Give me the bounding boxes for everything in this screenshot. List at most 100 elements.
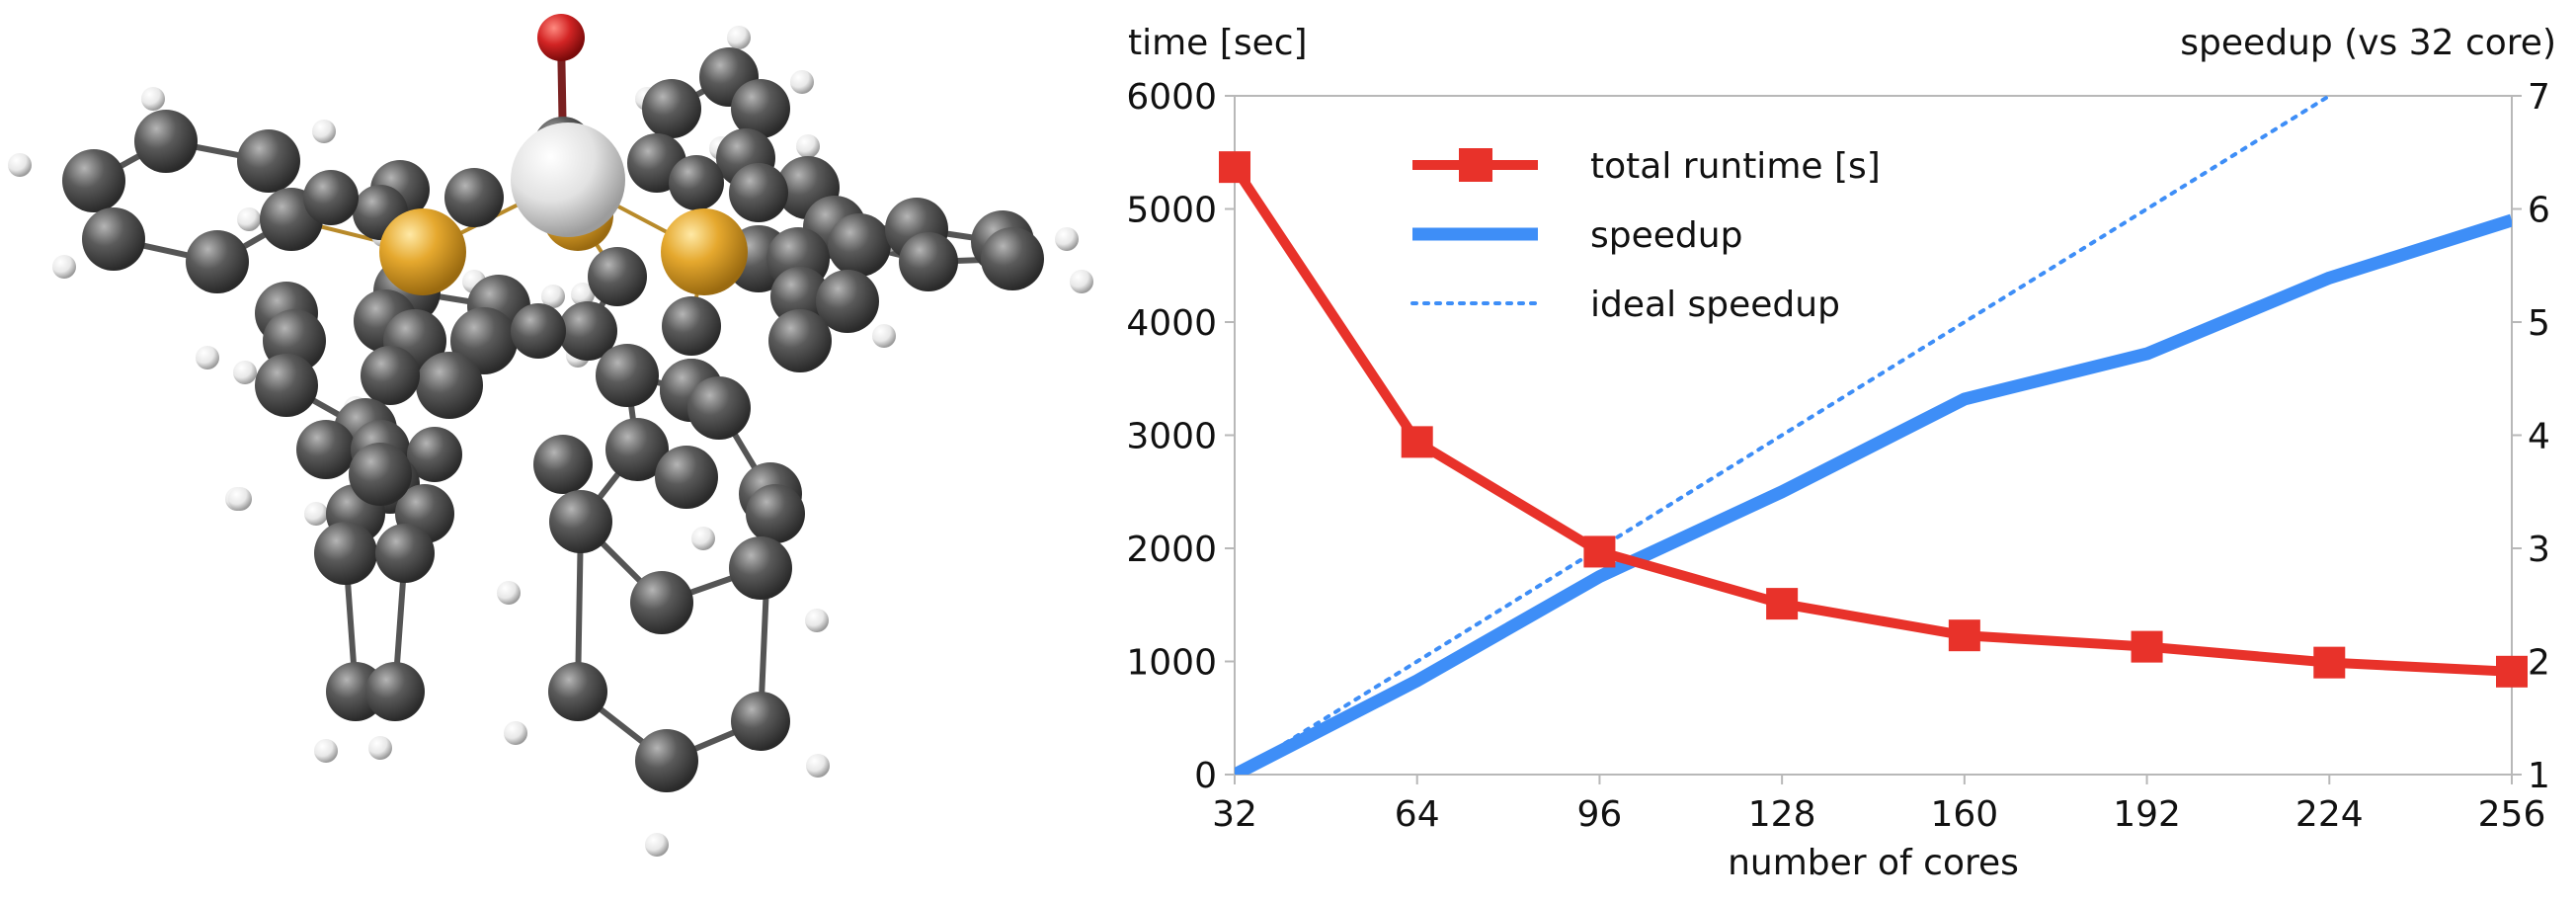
carbon-atom [365,662,425,721]
carbon-atom [828,213,891,277]
hydrogen-atom [497,581,521,605]
hydrogen-atom [141,87,165,111]
carbon-atom [237,129,300,193]
hydrogen-atom [504,721,527,745]
carbon-atom [729,163,788,222]
series-line-total-runtime-s [1235,164,2512,677]
x-tick-label: 224 [2295,794,2364,835]
carbon-atom [981,227,1044,290]
left-axis-label: time [sec] [1128,23,1308,63]
carbon-atom [558,301,617,361]
right-tick-label: 2 [2528,643,2550,684]
right-tick-label: 1 [2528,756,2550,796]
left-tick-label: 5000 [1126,191,1217,231]
hydrogen-atom [805,609,829,632]
carbon-atom [768,309,832,372]
carbon-atom [416,352,483,419]
hydrogen-atom [233,361,257,384]
chart: 0 1000 2000 3000 4000 5000 6000 1 2 3 4 5 6 7 32 64 96… [1126,23,2556,883]
hydrogen-atom [314,739,338,763]
carbon-atom [186,230,249,293]
right-tick-label: 3 [2528,530,2550,570]
x-tick-label: 96 [1577,794,1623,835]
legend-label: speedup [1590,215,1742,256]
x-tick-label: 160 [1930,794,1998,835]
metal-atom [511,123,625,237]
hydrogen-atom [691,527,715,550]
legend-label: ideal speedup [1590,285,1840,325]
series-layer [1219,96,2528,775]
right-tick-label: 4 [2528,417,2550,457]
molecule-rendering [8,14,1093,857]
right-tick-label: 5 [2528,303,2550,344]
x-tick-label: 64 [1395,794,1440,835]
carbon-atom [548,662,607,721]
carbon-atom [62,149,125,212]
phosphorus-atom [661,208,748,295]
carbon-atom [630,571,693,634]
carbon-atom [746,484,805,543]
carbon-atom [314,522,377,585]
carbon-atom [669,155,724,210]
carbon-atom [511,303,566,359]
series-line-ideal-speedup [1235,96,2334,775]
carbon-atom [361,346,420,405]
hydrogen-atom [571,283,595,306]
hydrogen-atom [196,346,219,369]
carbon-atom [642,79,701,138]
x-axis-ticks: 32 64 96 128 160 192 224 256 [1212,775,2545,835]
phosphorus-atom [379,208,466,295]
x-tick-label: 128 [1748,794,1816,835]
carbon-atom [729,536,792,600]
runtime-point [1401,426,1433,458]
hydrogen-atom [872,324,896,348]
molecule-atoms [8,14,1093,857]
carbon-atom [731,79,790,138]
carbon-atom [687,376,751,440]
legend: total runtime [s] speedup ideal speedup [1410,146,1881,325]
carbon-atom [296,420,356,479]
runtime-point [1583,535,1616,568]
carbon-atom [303,170,359,225]
carbon-atom [655,446,718,509]
hydrogen-atom [790,70,814,94]
x-tick-label: 256 [2478,794,2546,835]
carbon-atom [407,427,462,482]
carbon-atom [596,344,659,407]
hydrogen-atom [304,502,328,526]
carbon-atom [134,110,198,173]
hydrogen-atom [541,285,565,308]
hydrogen-atom [368,736,392,760]
runtime-point [1219,151,1250,184]
legend-marker [1459,148,1492,182]
hydrogen-atom [727,26,751,49]
carbon-atom [82,207,145,271]
right-axis-ticks: 1 2 3 4 5 6 7 [2512,77,2550,796]
carbon-atom [533,435,593,494]
right-axis-label: speedup (vs 32 core) [2180,23,2556,63]
runtime-point [2131,630,2163,663]
left-tick-label: 3000 [1126,417,1217,457]
left-tick-label: 4000 [1126,303,1217,344]
hydrogen-atom [237,207,261,231]
runtime-point [2313,646,2346,679]
carbon-atom [588,247,647,306]
hydrogen-atom [52,255,76,279]
hydrogen-atom [312,120,336,143]
left-tick-label: 0 [1194,756,1217,796]
hydrogen-atom [1070,270,1093,293]
hydrogen-atom [796,134,820,158]
carbon-atom [731,692,790,751]
right-tick-label: 6 [2528,191,2550,231]
hydrogen-atom [1055,227,1079,251]
right-tick-label: 7 [2528,77,2550,118]
carbon-atom [349,443,412,506]
carbon-atom [444,168,504,227]
left-tick-label: 6000 [1126,77,1217,118]
series-line-speedup [1235,213,2512,775]
runtime-point [2496,655,2528,688]
x-tick-label: 192 [2113,794,2181,835]
hydrogen-atom [8,153,32,177]
carbon-atom [375,524,435,583]
